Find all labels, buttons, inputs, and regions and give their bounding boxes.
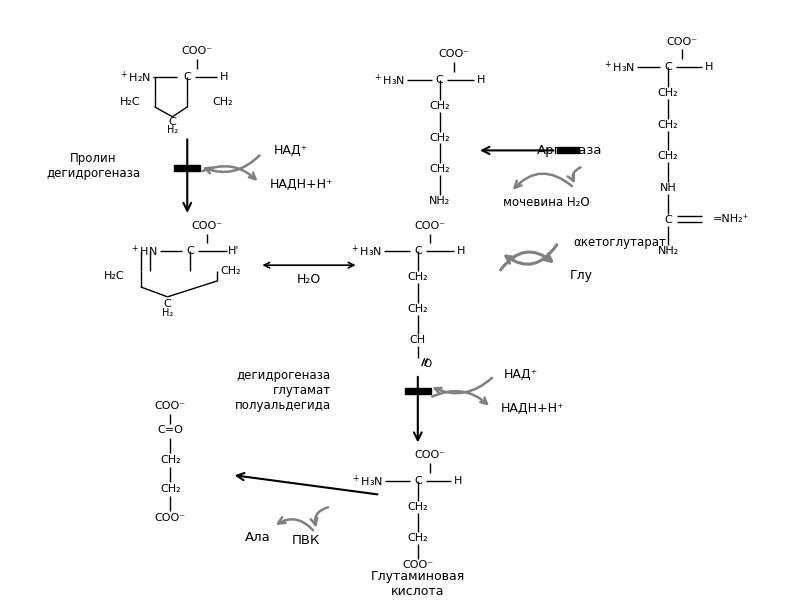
Text: NH₂: NH₂ <box>429 196 450 206</box>
Text: CH₂: CH₂ <box>212 97 233 107</box>
Text: НАД⁺: НАД⁺ <box>504 368 538 380</box>
Text: H₂O: H₂O <box>297 272 321 286</box>
Text: H₂: H₂ <box>166 125 178 134</box>
Text: Глутаминовая
кислота: Глутаминовая кислота <box>370 570 465 598</box>
Text: Глу: Глу <box>570 269 593 281</box>
Text: H₂: H₂ <box>162 308 173 317</box>
Text: дегидрогеназа
глутамат
полуальдегида: дегидрогеназа глутамат полуальдегида <box>234 370 330 412</box>
Text: =NH₂⁺: =NH₂⁺ <box>713 214 749 224</box>
Text: CH₂: CH₂ <box>407 304 428 314</box>
Text: H: H <box>457 247 466 256</box>
Text: НАДН+Н⁺: НАДН+Н⁺ <box>270 178 333 191</box>
Text: C: C <box>664 62 672 72</box>
Text: НАДН+Н⁺: НАДН+Н⁺ <box>501 402 565 415</box>
Text: NH₂: NH₂ <box>658 247 678 256</box>
Text: αкетоглутарат: αкетоглутарат <box>573 236 666 249</box>
Text: CH: CH <box>410 335 426 346</box>
Text: H₂C: H₂C <box>104 271 125 281</box>
Bar <box>174 165 200 171</box>
Text: C: C <box>414 476 422 486</box>
Text: COO⁻: COO⁻ <box>666 37 698 47</box>
Text: $^+$H₃N: $^+$H₃N <box>603 59 635 75</box>
Text: C: C <box>163 299 171 309</box>
Text: H: H <box>454 476 462 486</box>
Text: мочевина H₂O: мочевина H₂O <box>503 196 590 209</box>
Text: COO⁻: COO⁻ <box>414 221 446 230</box>
Text: $^+$H₃N: $^+$H₃N <box>351 473 383 488</box>
Text: CH₂: CH₂ <box>658 151 678 161</box>
Text: NH: NH <box>660 183 677 193</box>
Text: $^+$H₃N: $^+$H₃N <box>373 73 405 88</box>
Text: Ала: Ала <box>245 531 270 544</box>
Text: O: O <box>423 359 432 369</box>
Text: H: H <box>477 75 486 85</box>
Text: НАД⁺: НАД⁺ <box>274 144 307 157</box>
Text: COO⁻: COO⁻ <box>402 560 434 570</box>
Text: C: C <box>436 75 443 85</box>
Text: H': H' <box>228 247 239 256</box>
Text: CH₂: CH₂ <box>160 455 181 465</box>
Text: CH₂: CH₂ <box>160 484 181 494</box>
Text: CH₂: CH₂ <box>430 101 450 111</box>
Text: Пролин
дегидрогеназа: Пролин дегидрогеназа <box>46 152 140 180</box>
Text: H: H <box>705 62 713 72</box>
Text: C: C <box>169 117 176 127</box>
Bar <box>558 148 579 154</box>
Text: CH₂: CH₂ <box>658 88 678 98</box>
Text: CH₂: CH₂ <box>220 266 241 276</box>
Bar <box>405 388 430 394</box>
Text: C: C <box>664 215 672 224</box>
Text: COO⁻: COO⁻ <box>155 401 186 410</box>
Text: C: C <box>186 247 194 256</box>
Text: $^+$H₃N: $^+$H₃N <box>350 244 382 259</box>
Text: ПВК: ПВК <box>292 534 320 547</box>
Text: Аргиназа: Аргиназа <box>538 144 603 157</box>
Text: CH₂: CH₂ <box>407 502 428 512</box>
Text: C: C <box>414 247 422 256</box>
Text: COO⁻: COO⁻ <box>191 221 222 230</box>
Text: $^+$H₂N: $^+$H₂N <box>118 70 150 85</box>
Text: COO⁻: COO⁻ <box>155 512 186 523</box>
Text: $^+$HN: $^+$HN <box>130 244 158 259</box>
Text: C: C <box>183 72 191 82</box>
Text: H₂C: H₂C <box>120 97 141 107</box>
Text: COO⁻: COO⁻ <box>439 49 470 59</box>
Text: H: H <box>220 72 228 82</box>
Text: COO⁻: COO⁻ <box>182 46 213 56</box>
Text: CH₂: CH₂ <box>407 272 428 282</box>
Text: CH₂: CH₂ <box>658 119 678 130</box>
Text: COO⁻: COO⁻ <box>414 450 446 460</box>
Text: CH₂: CH₂ <box>430 164 450 174</box>
Text: C=O: C=O <box>158 425 183 436</box>
Text: CH₂: CH₂ <box>430 133 450 143</box>
Text: CH₂: CH₂ <box>407 533 428 543</box>
